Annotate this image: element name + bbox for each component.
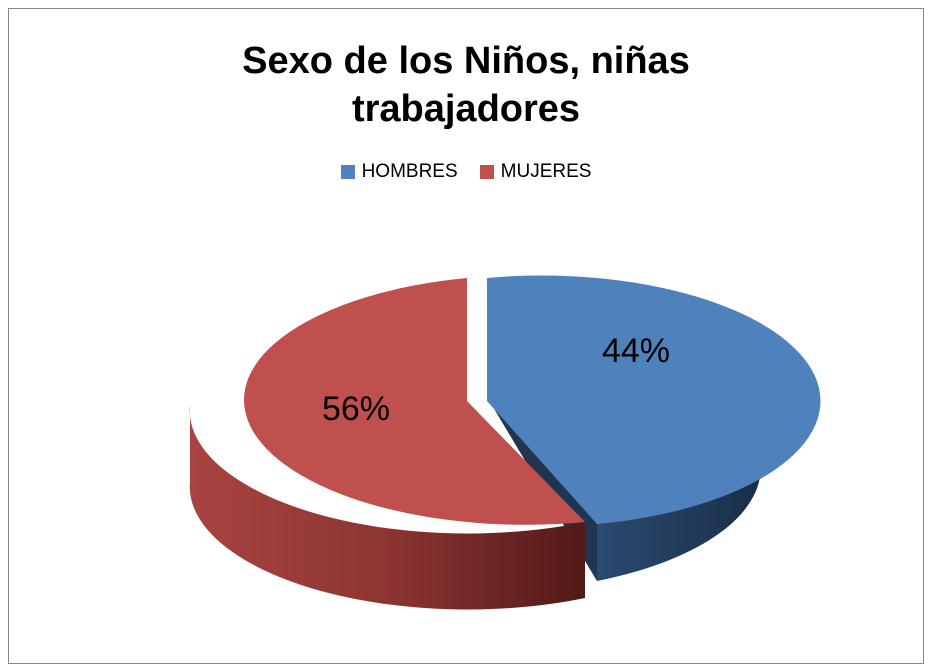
legend-item-mujeres: MUJERES [479, 161, 592, 183]
legend-label-hombres: HOMBRES [361, 161, 458, 182]
pie-slice-hombres-top [487, 275, 821, 524]
legend-swatch-hombres [340, 165, 355, 179]
data-label-hombres: 44% [602, 332, 670, 370]
chart-title: Sexo de los Niños, niñas trabajadores [9, 37, 923, 133]
chart-title-line-2: trabajadores [351, 88, 581, 130]
pie-slice-mujeres-side [189, 405, 585, 610]
chart-legend: HOMBRES MUJERES [9, 161, 923, 183]
legend-swatch-mujeres [479, 165, 494, 179]
chart-title-line-1: Sexo de los Niños, niñas [242, 40, 690, 82]
pie-slice-hombres-side [597, 401, 761, 581]
data-label-mujeres: 56% [322, 390, 390, 428]
pie-slice-hombres: 44% [487, 275, 821, 581]
legend-label-mujeres: MUJERES [500, 161, 592, 182]
pie-slice-mujeres-top [244, 278, 585, 525]
legend-item-hombres: HOMBRES [340, 161, 458, 183]
pie-slice-mujeres: 56% [189, 278, 585, 610]
